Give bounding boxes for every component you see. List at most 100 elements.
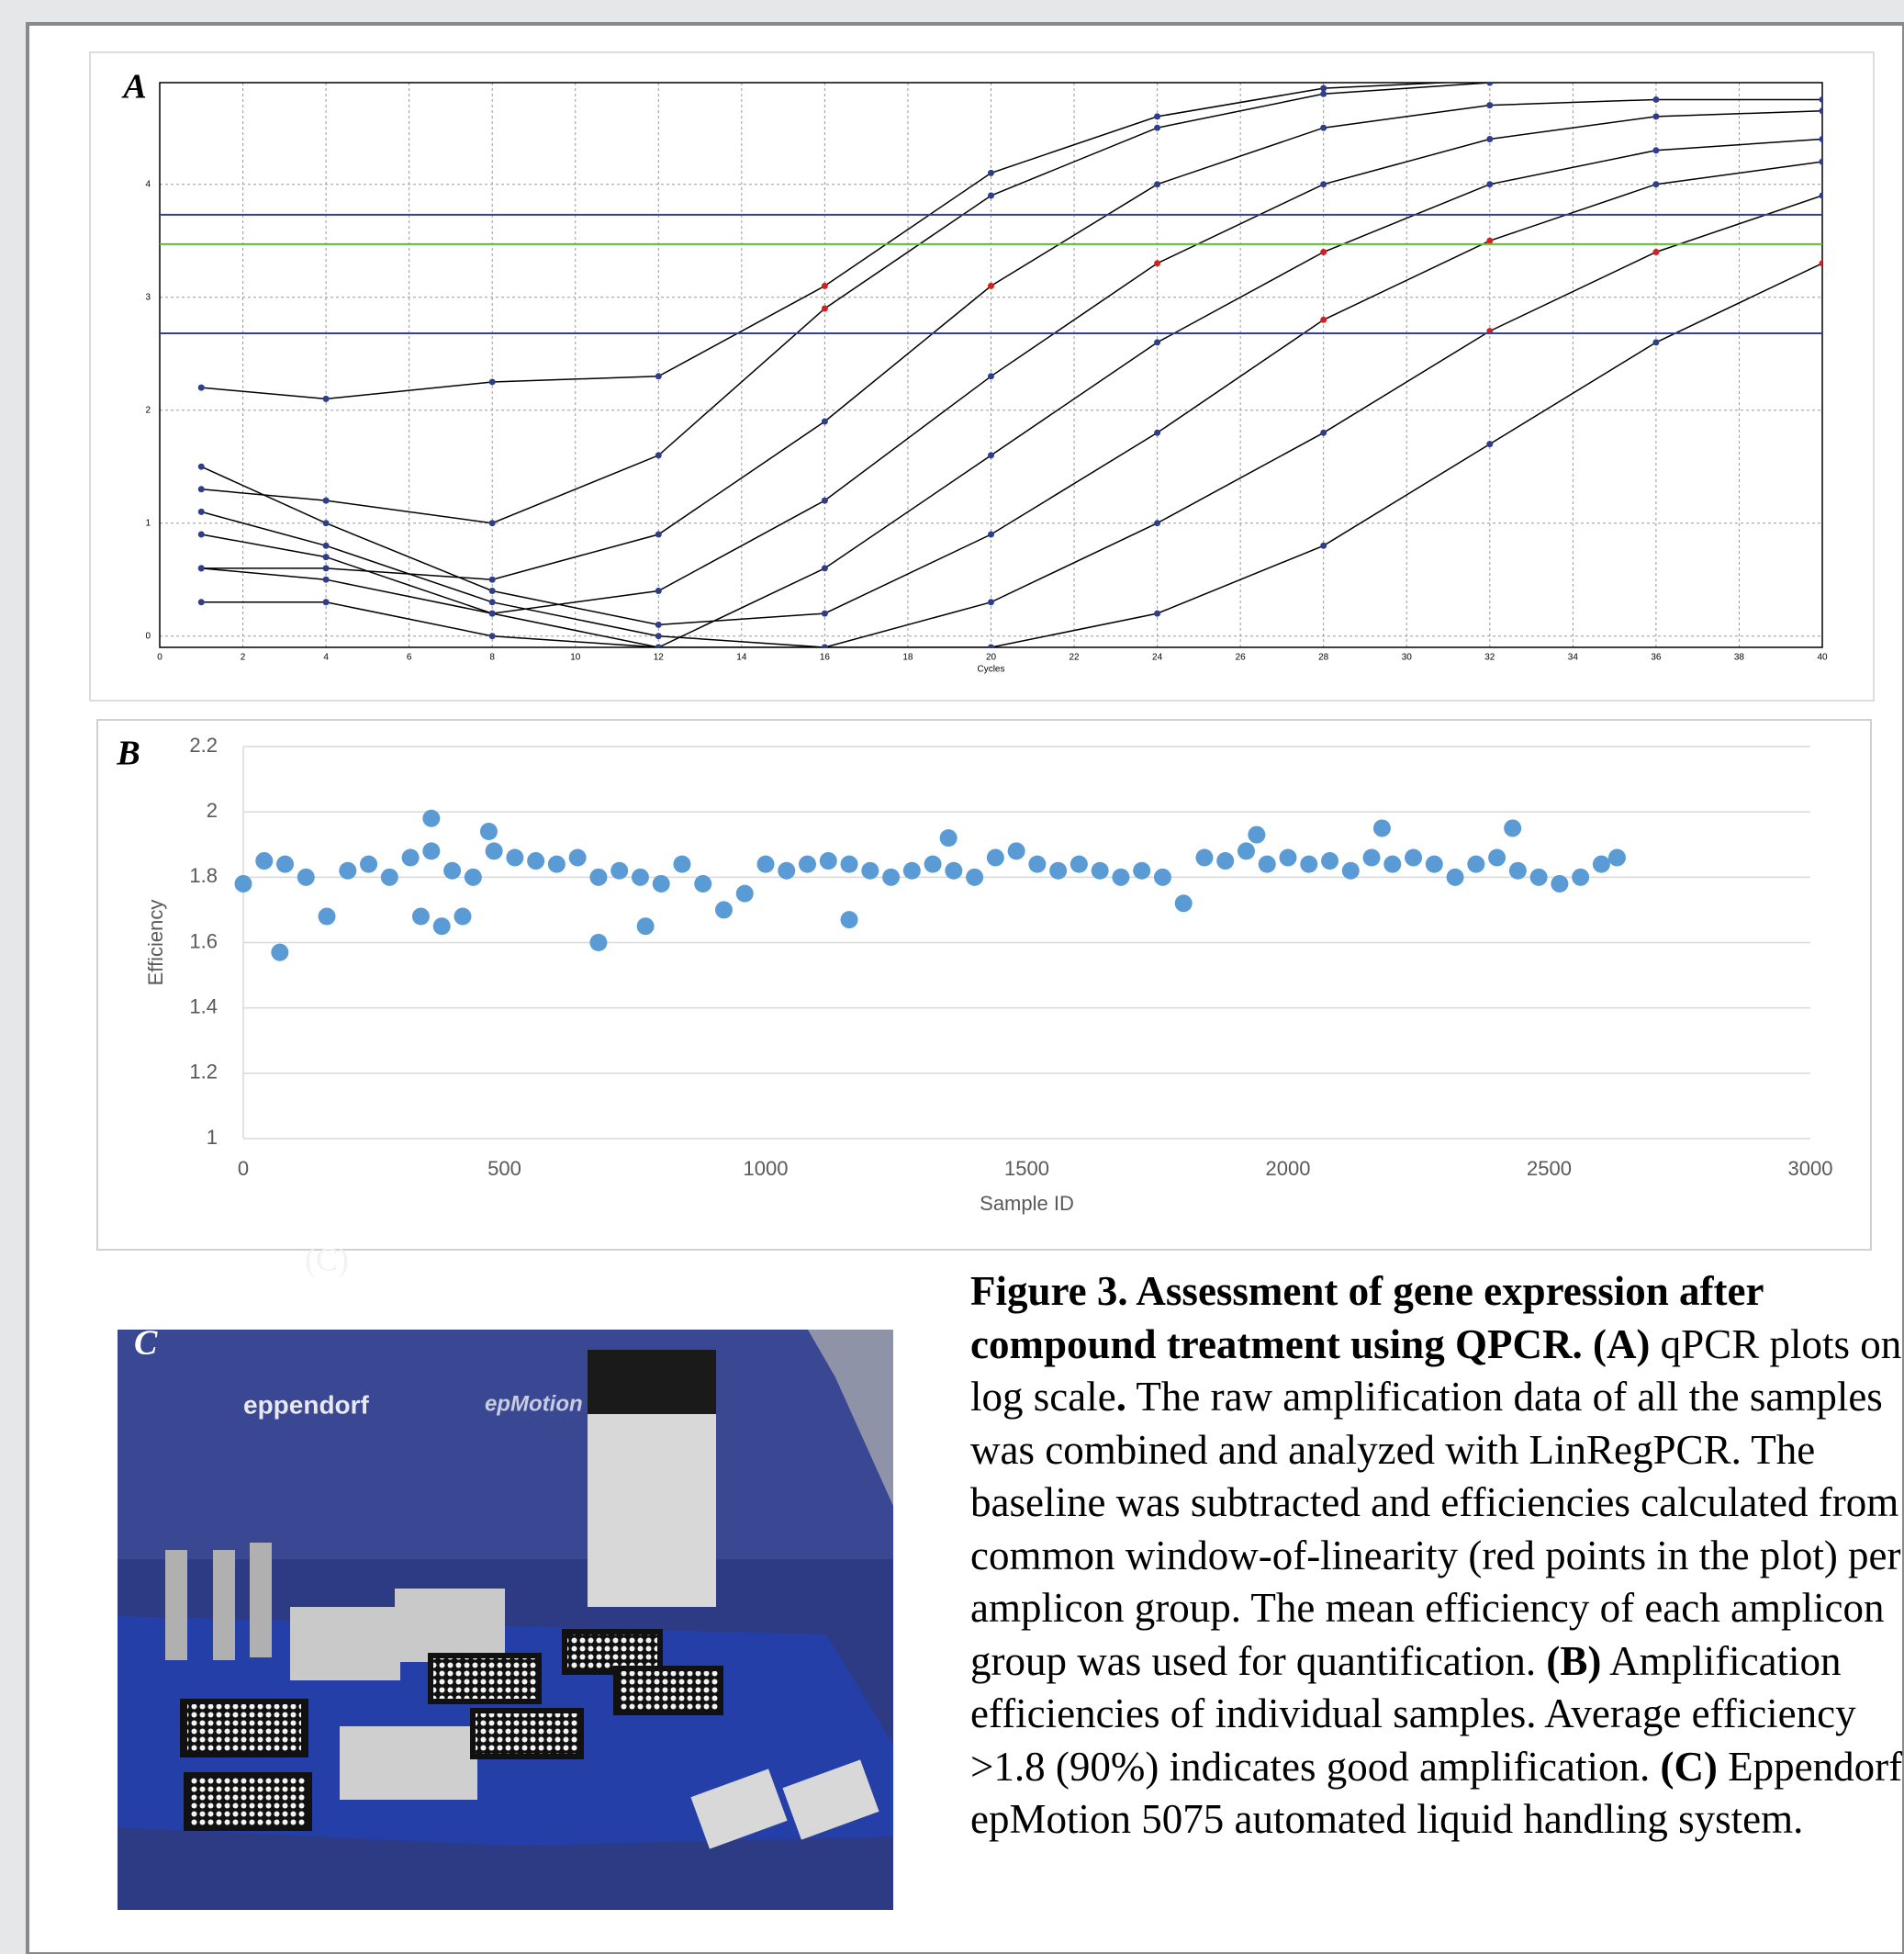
curve-point: [322, 497, 330, 504]
y-tick-label: 0: [145, 631, 151, 641]
x-tick-label: 18: [902, 653, 913, 663]
curve-point: [322, 599, 330, 606]
point: [1383, 855, 1402, 873]
caption-run: Figure 3. Assessment of gene expression …: [970, 1268, 1764, 1367]
photo-tool: [250, 1543, 272, 1657]
curve-point: [197, 463, 205, 470]
curve-point: [1652, 113, 1660, 120]
x-axis-label: Cycles: [977, 665, 1004, 675]
x-tick-label: 0: [238, 1157, 249, 1180]
point: [432, 917, 451, 936]
x-tick-label: 3000: [1788, 1157, 1833, 1180]
curve-point: [655, 588, 662, 594]
curve-point: [322, 565, 330, 572]
curve-point: [821, 565, 828, 572]
y-tick-label: 3: [145, 292, 151, 302]
point: [819, 852, 837, 870]
panel-a: A0 2 4 6 8 10 12 14 16 18 20 22 24 26 28 30 32 34 36 38 4001…: [121, 68, 1828, 675]
caption-run: qPCR plots on log scale: [970, 1320, 1902, 1421]
point: [401, 848, 420, 867]
curve-point: [1819, 107, 1822, 115]
curve-point: [988, 169, 994, 176]
curve-point: [1652, 339, 1660, 346]
x-tick-label: 16: [820, 653, 831, 663]
y-tick-label: 1.2: [189, 1061, 218, 1084]
curve-point: [1320, 124, 1327, 131]
point: [1529, 868, 1548, 886]
point: [1153, 868, 1171, 886]
point: [454, 907, 472, 926]
point: [1405, 848, 1423, 867]
point: [1488, 848, 1506, 867]
photo-tipbox: [340, 1726, 477, 1800]
curve-point: [322, 576, 330, 583]
point: [1248, 825, 1266, 844]
curve-point: [1486, 136, 1494, 142]
curve-point: [1154, 429, 1161, 436]
curve-point: [488, 610, 496, 617]
curve-point: [1154, 610, 1161, 617]
photo-tipbox: [290, 1607, 400, 1680]
curve-point: [655, 644, 662, 647]
photo-head: [588, 1350, 716, 1414]
curve: [201, 263, 1822, 647]
point: [1091, 861, 1109, 880]
point: [380, 868, 398, 886]
point: [485, 842, 503, 860]
x-tick-label: 1500: [1004, 1157, 1049, 1180]
x-tick-label: 26: [1236, 653, 1247, 663]
photo-plate-loose: [690, 1769, 788, 1849]
y-tick-label: 4: [145, 179, 151, 189]
curve-point: [821, 305, 828, 312]
point: [610, 861, 629, 880]
point: [673, 855, 691, 873]
point: [1551, 874, 1569, 893]
point: [986, 848, 1004, 867]
x-tick-label: 500: [487, 1157, 521, 1180]
curve-point: [1652, 147, 1660, 154]
curve-point: [197, 599, 205, 606]
curve-point: [1819, 260, 1822, 267]
y-tick-label: 1.6: [189, 929, 218, 952]
curve-point: [322, 542, 330, 549]
curve-point: [1154, 181, 1161, 188]
caption-run: The raw amplification data of all the sa…: [970, 1374, 1901, 1684]
point: [479, 823, 498, 841]
curve-point: [988, 282, 994, 289]
curve-point: [1486, 181, 1494, 188]
point: [1258, 855, 1276, 873]
point: [276, 855, 295, 873]
photo: eppendorf epMotion C: [118, 1324, 893, 1910]
stray-label: (C): [305, 1241, 349, 1277]
photo-tool: [213, 1550, 235, 1660]
x-tick-label: 36: [1651, 653, 1662, 663]
x-tick-label: 6: [407, 653, 412, 663]
point: [882, 868, 901, 886]
x-tick-label: 38: [1734, 653, 1745, 663]
point: [1028, 855, 1047, 873]
x-tick-label: 12: [654, 653, 665, 663]
point: [1504, 819, 1522, 837]
curve-point: [988, 192, 994, 199]
x-tick-label: 0: [157, 653, 162, 663]
curve-point: [1486, 83, 1494, 86]
curve-point: [821, 497, 828, 504]
photo-wells: [187, 1704, 301, 1752]
point: [1049, 861, 1068, 880]
curve-point: [488, 520, 496, 527]
y-tick-label: 1: [207, 1126, 218, 1149]
y-tick-label: 2: [145, 405, 151, 415]
x-tick-label: 32: [1484, 653, 1495, 663]
x-tick-label: 22: [1069, 653, 1080, 663]
point: [318, 907, 336, 926]
curve-point: [1154, 113, 1161, 120]
point: [1592, 855, 1610, 873]
point: [1321, 852, 1339, 870]
point: [1362, 848, 1381, 867]
photo-wells: [619, 1671, 718, 1710]
x-tick-label: 20: [986, 653, 997, 663]
curve-point: [655, 373, 662, 380]
photo-model: epMotion: [485, 1391, 583, 1416]
caption-run: (A): [1592, 1320, 1651, 1367]
point: [1508, 861, 1527, 880]
